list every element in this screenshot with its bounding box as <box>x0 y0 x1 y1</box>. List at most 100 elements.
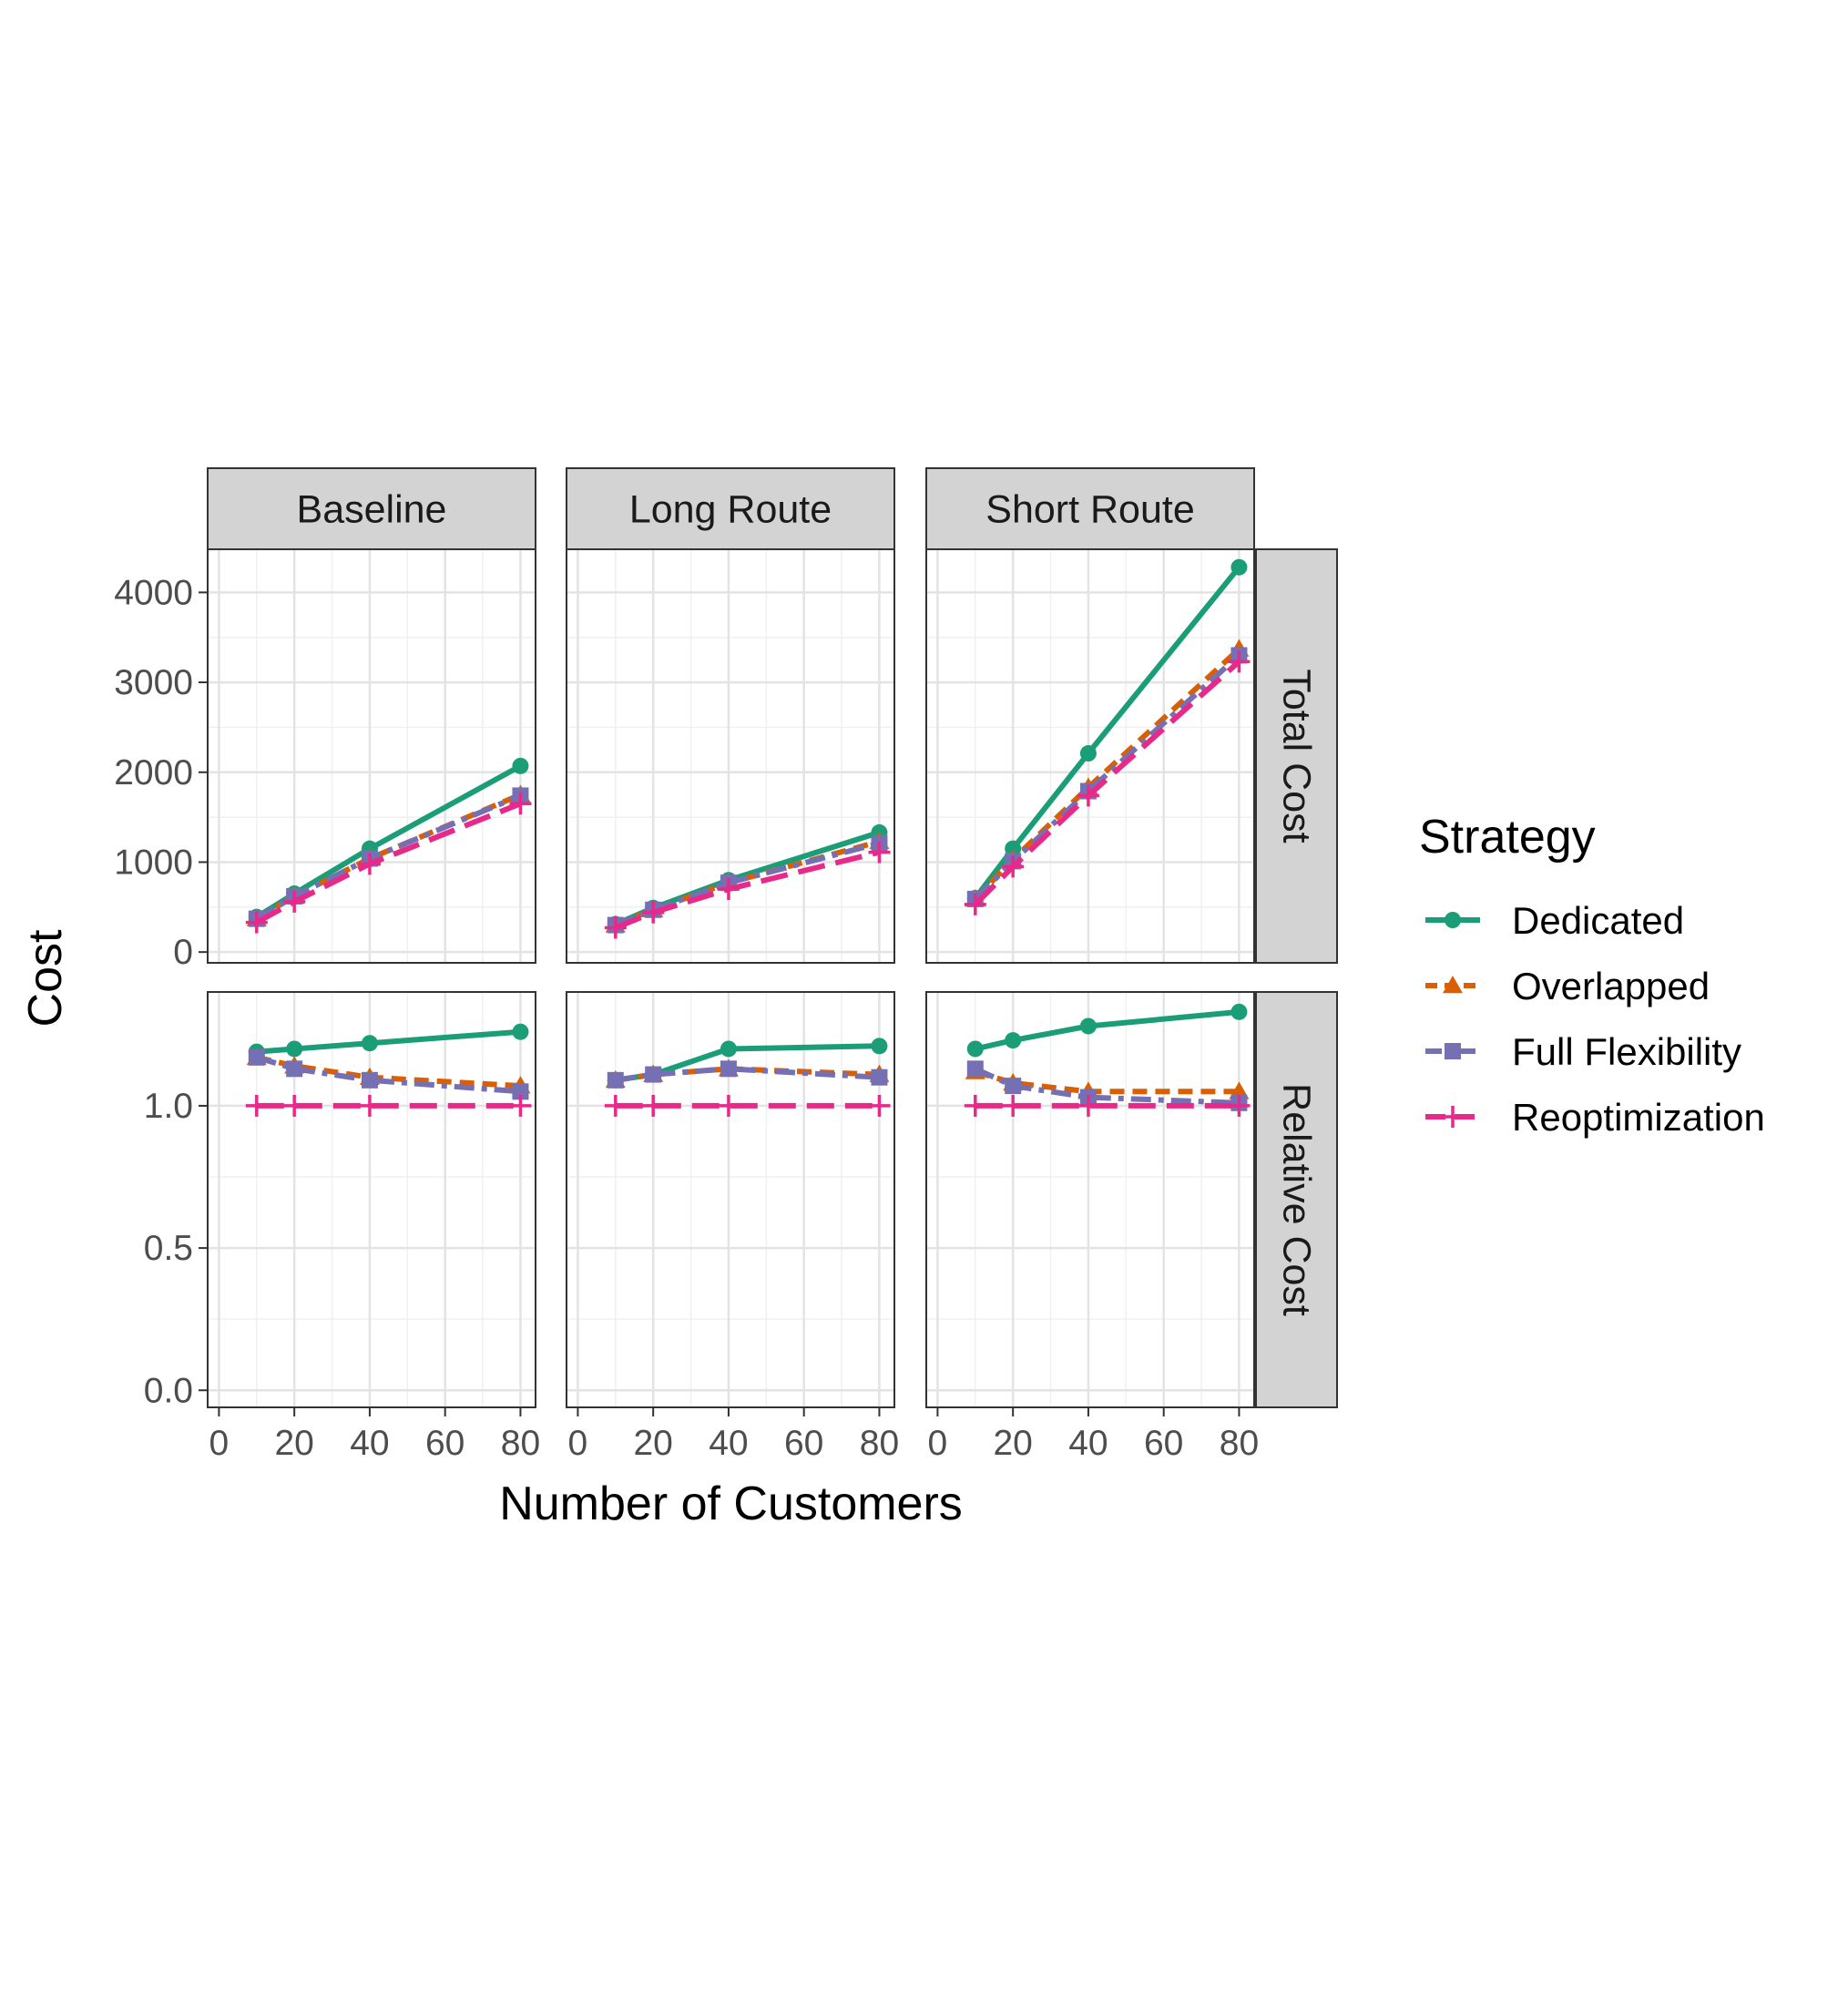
line-full-flexibility <box>615 1066 880 1083</box>
point-reoptimization-80 <box>509 792 532 815</box>
legend-item-reoptimization: Reoptimization <box>1425 1096 1765 1139</box>
point-reoptimization-80 <box>509 1094 532 1117</box>
point-full-flexibility-20 <box>1005 1078 1022 1095</box>
column-strip-label: Short Route <box>985 488 1194 532</box>
legend-label-full-flexibility: Full Flexibility <box>1512 1030 1741 1073</box>
x-tick-label: 40 <box>350 1424 389 1463</box>
point-reoptimization-40 <box>358 853 381 875</box>
panel-background <box>567 549 894 963</box>
y-tick-label: 0.0 <box>144 1371 193 1410</box>
x-tick-label: 60 <box>425 1424 465 1463</box>
panel-border <box>566 991 895 1408</box>
point-dedicated-40 <box>1079 1017 1097 1035</box>
legend-label-overlapped: Overlapped <box>1512 965 1710 1007</box>
panel-total-cost-long-route <box>566 548 895 964</box>
panel-total-cost-baseline <box>207 548 536 964</box>
point-dedicated-80 <box>1230 558 1248 576</box>
line-full-flexibility <box>255 792 522 922</box>
y-tick-label: 4000 <box>114 573 193 612</box>
x-tick-label: 0 <box>209 1424 230 1463</box>
point-dedicated-20 <box>1005 840 1022 857</box>
point-overlapped-80 <box>1229 1081 1250 1099</box>
point-dedicated-40 <box>1079 745 1097 762</box>
line-dedicated <box>975 1008 1240 1052</box>
point-dedicated-40 <box>720 1040 737 1058</box>
panel-border <box>207 991 536 1408</box>
point-reoptimization-10 <box>964 893 986 915</box>
panel-total-cost-short-route <box>925 548 1255 964</box>
y-tick-label: 2000 <box>114 753 193 792</box>
line-full-flexibility <box>973 653 1241 902</box>
column-strip-label: Baseline <box>297 488 447 532</box>
x-tick-label: 80 <box>501 1424 540 1463</box>
y-tick-label: 0 <box>173 933 193 972</box>
panels-layer <box>207 548 1255 1408</box>
point-reoptimization-10 <box>604 916 627 939</box>
y-tick-label: 3000 <box>114 663 193 702</box>
point-full-flexibility-10 <box>607 1071 624 1089</box>
legend-item-full-flexibility: Full Flexibility <box>1425 1030 1741 1073</box>
point-reoptimization-10 <box>245 911 268 934</box>
series-reoptimization <box>245 792 532 934</box>
column-strip-label: Long Route <box>629 488 832 532</box>
point-reoptimization-20 <box>642 901 665 924</box>
line-full-flexibility <box>614 840 881 928</box>
point-reoptimization-40 <box>1077 1094 1099 1117</box>
point-reoptimization-40 <box>358 1094 381 1117</box>
point-full-flexibility-10 <box>248 1048 265 1066</box>
point-full-flexibility-80 <box>512 1083 529 1100</box>
y-tick-label: 1.0 <box>144 1087 193 1126</box>
column-strip-baseline: Baseline <box>207 467 536 550</box>
point-dedicated-80 <box>512 757 529 774</box>
strip-labels: Total Cost Relative Cost Baseline Long Rout… <box>207 467 1338 1408</box>
point-dedicated-40 <box>361 1035 378 1052</box>
line-dedicated <box>973 565 1241 900</box>
point-reoptimization-20 <box>283 890 306 913</box>
series-reoptimization <box>245 1094 532 1117</box>
x-tick-label: 20 <box>274 1424 313 1463</box>
y-tick-label: 0.5 <box>144 1229 193 1268</box>
row-strip-relative-cost: Relative Cost <box>1255 991 1338 1408</box>
line-reoptimization <box>614 849 881 931</box>
series-full-flexibility <box>607 1060 888 1089</box>
column-strip-background <box>566 467 895 550</box>
panel-background <box>208 549 536 963</box>
y-axis-title: Cost <box>19 929 72 1027</box>
point-reoptimization-80 <box>1228 1094 1251 1117</box>
point-reoptimization-10 <box>964 1094 986 1117</box>
x-tick-label: 20 <box>633 1424 672 1463</box>
legend-title: Strategy <box>1419 811 1596 864</box>
x-tick-label: 60 <box>1144 1424 1183 1463</box>
row-strip-background <box>1255 548 1338 964</box>
line-full-flexibility <box>974 1066 1240 1106</box>
point-full-flexibility-40 <box>720 1060 737 1078</box>
point-reoptimization-20 <box>1002 1094 1025 1117</box>
point-full-flexibility-80 <box>871 1068 888 1086</box>
line-overlapped <box>973 647 1241 901</box>
legend-marker-full-flexibility <box>1445 1043 1461 1059</box>
point-dedicated-20 <box>1005 1032 1022 1049</box>
legend: Strategy Dedicated Overlapped Full Flexibil… <box>1419 811 1765 1139</box>
column-strip-long-route: Long Route <box>566 467 895 550</box>
point-dedicated-80 <box>871 1038 888 1055</box>
point-dedicated-20 <box>286 1040 303 1058</box>
point-reoptimization-10 <box>245 1094 268 1117</box>
point-reoptimization-40 <box>717 878 740 901</box>
x-axis-title: Number of Customers <box>499 1477 963 1530</box>
legend-item-dedicated: Dedicated <box>1425 899 1684 942</box>
point-full-flexibility-20 <box>645 1066 662 1083</box>
legend-marker-overlapped <box>1443 976 1463 994</box>
x-tick-label: 60 <box>784 1424 823 1463</box>
point-reoptimization-20 <box>642 1094 665 1117</box>
point-reoptimization-20 <box>1002 855 1025 878</box>
x-tick-label: 20 <box>993 1424 1032 1463</box>
series-full-flexibility <box>248 1048 529 1100</box>
point-reoptimization-80 <box>868 841 891 864</box>
column-strip-background <box>925 467 1255 550</box>
y-tick-label: 1000 <box>114 843 193 882</box>
point-reoptimization-20 <box>283 1094 306 1117</box>
x-tick-label: 80 <box>860 1424 899 1463</box>
point-reoptimization-80 <box>1228 650 1251 673</box>
row-strip-background <box>1255 991 1338 1408</box>
x-tick-label: 0 <box>928 1424 948 1463</box>
